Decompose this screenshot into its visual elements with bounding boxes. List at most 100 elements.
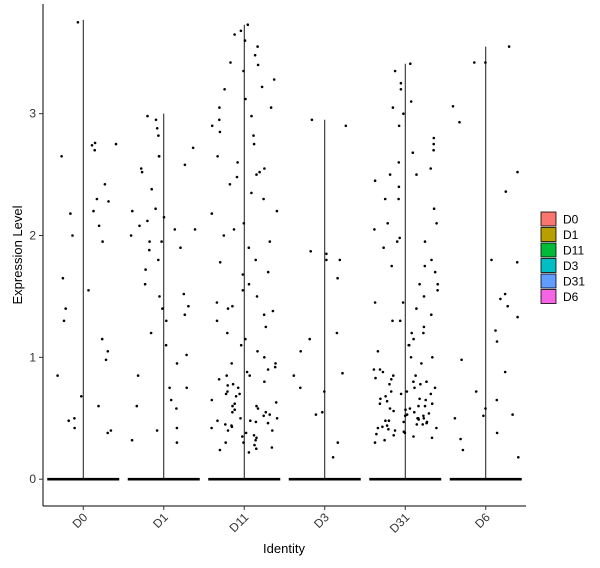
point-D0-15 xyxy=(64,307,67,310)
point-D11-49 xyxy=(226,429,230,432)
point-D1-32 xyxy=(138,224,141,228)
point-D3-13 xyxy=(323,390,326,393)
point-D31-9 xyxy=(397,161,401,164)
x-tick-label-D6: D6 xyxy=(472,510,493,531)
point-D11-97 xyxy=(216,419,219,423)
point-D31-103 xyxy=(416,417,419,420)
point-D11-38 xyxy=(238,392,241,396)
point-D11-55 xyxy=(253,443,256,447)
point-D3-3 xyxy=(325,252,328,256)
point-D31-4 xyxy=(409,100,413,103)
legend-label-D31: D31 xyxy=(563,275,585,289)
point-D6-12 xyxy=(516,315,519,319)
point-D0-11 xyxy=(71,234,74,237)
point-D11-54 xyxy=(242,441,245,444)
legend-label-D11: D11 xyxy=(563,244,584,258)
point-D0-22 xyxy=(97,404,100,408)
point-D0-16 xyxy=(62,319,66,323)
point-D6-1 xyxy=(484,61,487,64)
point-D6-22 xyxy=(453,417,457,420)
point-D31-68 xyxy=(375,432,378,436)
point-D31-92 xyxy=(423,264,427,268)
x-tick-label-D11: D11 xyxy=(227,510,252,535)
point-D0-8 xyxy=(95,197,99,201)
point-D11-12 xyxy=(252,134,255,137)
point-D6-0 xyxy=(507,45,511,48)
point-D11-63 xyxy=(231,410,234,414)
point-D31-14 xyxy=(397,197,400,201)
point-D11-43 xyxy=(262,414,266,418)
point-D31-99 xyxy=(402,112,405,115)
point-D31-63 xyxy=(376,426,380,430)
point-D1-30 xyxy=(131,209,134,213)
point-D31-59 xyxy=(425,421,428,425)
point-D11-35 xyxy=(225,374,228,377)
point-D11-58 xyxy=(218,448,222,452)
point-D31-78 xyxy=(408,407,412,410)
point-D11-24 xyxy=(266,270,270,274)
point-D31-16 xyxy=(435,222,438,225)
point-D11-61 xyxy=(254,420,258,424)
point-D1-34 xyxy=(129,234,133,237)
point-D0-14 xyxy=(87,289,90,292)
point-D1-24 xyxy=(146,114,149,118)
point-D31-25 xyxy=(436,289,439,292)
point-D0-18 xyxy=(106,350,110,353)
point-D6-3 xyxy=(451,105,455,108)
point-D1-25 xyxy=(154,118,158,122)
point-D1-2 xyxy=(140,170,144,174)
point-D11-73 xyxy=(244,337,247,341)
point-D31-1 xyxy=(393,69,397,73)
point-D6-24 xyxy=(459,437,462,441)
point-D0-19 xyxy=(104,358,108,362)
point-D11-30 xyxy=(226,331,229,335)
point-D1-42 xyxy=(185,386,188,390)
point-D31-52 xyxy=(392,409,395,413)
point-D1-26 xyxy=(155,127,159,130)
point-D11-95 xyxy=(271,429,274,432)
point-D6-6 xyxy=(504,190,508,193)
point-D11-76 xyxy=(231,304,234,308)
point-D31-57 xyxy=(384,419,387,423)
point-D3-16 xyxy=(336,441,340,444)
point-D0-0 xyxy=(92,209,95,213)
point-D11-22 xyxy=(247,246,251,249)
point-D31-39 xyxy=(414,374,417,377)
point-D31-18 xyxy=(398,236,402,240)
point-D31-15 xyxy=(432,207,436,210)
point-D1-19 xyxy=(168,386,171,390)
point-D1-29 xyxy=(157,155,161,158)
point-D11-100 xyxy=(274,401,278,404)
point-D31-111 xyxy=(381,370,385,374)
legend-label-D0: D0 xyxy=(563,213,579,227)
point-D31-104 xyxy=(405,413,409,416)
point-D11-25 xyxy=(247,282,251,286)
point-D31-64 xyxy=(387,427,390,431)
point-D1-7 xyxy=(193,228,197,231)
point-D31-31 xyxy=(422,325,426,329)
point-D31-83 xyxy=(412,380,415,384)
point-D3-14 xyxy=(321,410,324,414)
x-tick-label-D0: D0 xyxy=(70,510,91,531)
point-D6-25 xyxy=(461,448,465,452)
axes-layer: 0 1 2 3 D0 D1 D11 D3 D31 D6 xyxy=(29,4,526,536)
point-D31-109 xyxy=(388,382,391,386)
point-D0-20 xyxy=(56,374,59,377)
point-D3-0 xyxy=(310,118,314,122)
point-D11-5 xyxy=(242,69,245,73)
point-D11-88 xyxy=(218,106,221,109)
point-D0-3 xyxy=(114,142,118,146)
point-D31-95 xyxy=(383,197,387,201)
point-D11-84 xyxy=(235,175,239,179)
point-D3-4 xyxy=(338,258,342,262)
point-D31-105 xyxy=(404,408,407,412)
point-D31-27 xyxy=(401,301,405,304)
point-D31-40 xyxy=(390,378,393,381)
point-D6-26 xyxy=(517,456,520,459)
point-D31-73 xyxy=(373,441,377,444)
point-D11-67 xyxy=(226,390,229,393)
point-D31-5 xyxy=(391,106,395,109)
point-D31-98 xyxy=(397,124,401,128)
point-D1-44 xyxy=(175,426,179,430)
point-D31-28 xyxy=(415,307,418,310)
